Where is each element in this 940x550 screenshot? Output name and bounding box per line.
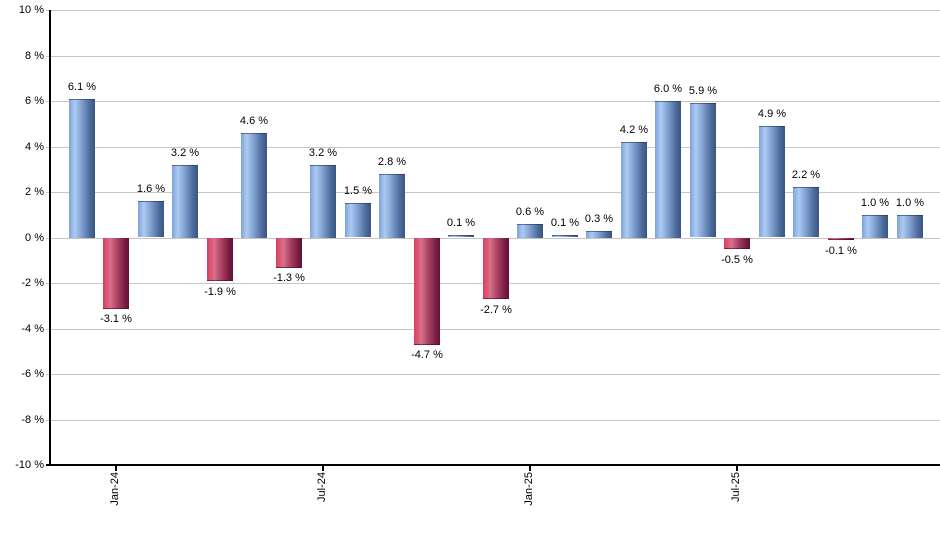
bar-value-label: 6.1 % xyxy=(67,81,97,93)
bar-value-label: 1.0 % xyxy=(860,197,890,209)
y-grid-line xyxy=(46,420,940,421)
bar-value-label: 1.6 % xyxy=(136,183,166,195)
bar-value-label: 5.9 % xyxy=(688,85,718,97)
y-tick-label: -4 % xyxy=(21,323,44,335)
bar-positive xyxy=(345,203,371,237)
bar-value-label: -0.5 % xyxy=(721,254,753,266)
bar-positive xyxy=(655,101,681,238)
bar-positive xyxy=(138,201,164,237)
bar-value-label: -0.1 % xyxy=(825,245,857,257)
bar-positive xyxy=(621,142,647,238)
x-tick-label: Jul-25 xyxy=(730,472,742,502)
bar-positive xyxy=(69,99,95,238)
bar-positive xyxy=(517,224,543,238)
y-tick-label: -8 % xyxy=(21,414,44,426)
bar-positive xyxy=(379,174,405,238)
x-tick-label: Jan-25 xyxy=(523,472,535,506)
y-grid-line xyxy=(46,56,940,57)
bar-negative xyxy=(828,238,854,240)
bar-value-label: -4.7 % xyxy=(411,349,443,361)
bar-value-label: 6.0 % xyxy=(653,83,683,95)
x-tick-mark xyxy=(322,466,324,471)
bar-value-label: 4.2 % xyxy=(619,124,649,136)
x-tick-label: Jan-24 xyxy=(109,472,121,506)
x-axis-line xyxy=(46,464,940,466)
bar-positive xyxy=(793,187,819,237)
bar-positive xyxy=(448,235,474,237)
bar-positive xyxy=(759,126,785,237)
bar-positive xyxy=(552,235,578,237)
y-tick-label: -2 % xyxy=(21,277,44,289)
bar-value-label: -1.9 % xyxy=(204,286,236,298)
bar-value-label: 0.1 % xyxy=(550,217,580,229)
bar-value-label: 4.9 % xyxy=(757,108,787,120)
bar-value-label: 0.6 % xyxy=(515,206,545,218)
x-tick-mark xyxy=(529,466,531,471)
y-grid-line xyxy=(46,10,940,11)
bar-negative xyxy=(483,238,509,299)
y-grid-line xyxy=(46,329,940,330)
bar-positive xyxy=(897,215,923,238)
y-grid-line xyxy=(46,101,940,102)
y-grid-line xyxy=(46,147,940,148)
y-tick-label: -10 % xyxy=(15,459,44,471)
bar-value-label: -1.3 % xyxy=(273,272,305,284)
bar-value-label: -2.7 % xyxy=(480,304,512,316)
bar-value-label: 3.2 % xyxy=(170,147,200,159)
bar-negative xyxy=(414,238,440,345)
x-tick-mark xyxy=(736,466,738,471)
bar-positive xyxy=(690,103,716,237)
bar-value-label: 2.8 % xyxy=(377,156,407,168)
bar-value-label: 2.2 % xyxy=(791,169,821,181)
bar-value-label: 1.0 % xyxy=(895,197,925,209)
y-tick-label: 6 % xyxy=(25,95,44,107)
y-axis-line xyxy=(49,10,51,466)
bar-negative xyxy=(724,238,750,249)
y-tick-label: 8 % xyxy=(25,50,44,62)
x-tick-mark xyxy=(115,466,117,471)
y-grid-line xyxy=(46,192,940,193)
y-tick-label: 4 % xyxy=(25,141,44,153)
bar-negative xyxy=(276,238,302,268)
bar-positive xyxy=(862,215,888,238)
bar-value-label: 0.1 % xyxy=(446,217,476,229)
bar-negative xyxy=(207,238,233,281)
bar-positive xyxy=(172,165,198,238)
bar-value-label: 4.6 % xyxy=(239,115,269,127)
y-tick-label: -6 % xyxy=(21,368,44,380)
y-tick-label: 2 % xyxy=(25,186,44,198)
x-tick-label: Jul-24 xyxy=(316,472,328,502)
bar-positive xyxy=(310,165,336,238)
bar-value-label: 1.5 % xyxy=(343,185,373,197)
y-grid-line xyxy=(46,374,940,375)
y-tick-label: 0 % xyxy=(25,232,44,244)
bar-positive xyxy=(241,133,267,238)
bar-value-label: 3.2 % xyxy=(308,147,338,159)
bar-value-label: -3.1 % xyxy=(100,313,132,325)
bar-positive xyxy=(586,231,612,238)
bar-negative xyxy=(103,238,129,309)
y-tick-label: 10 % xyxy=(18,4,44,16)
bar-value-label: 0.3 % xyxy=(584,213,614,225)
